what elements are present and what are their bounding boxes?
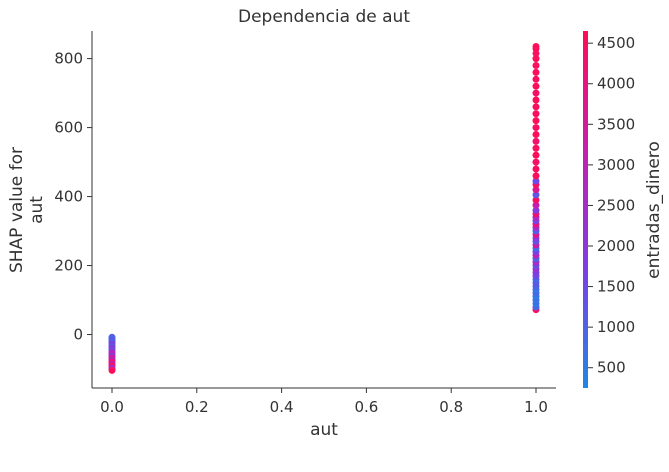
data-point [532, 186, 540, 194]
data-point [532, 172, 540, 180]
scatter-points [108, 43, 540, 374]
data-point [532, 82, 540, 90]
x-tick-label: 0.6 [354, 398, 378, 416]
data-point [532, 103, 540, 111]
data-point [532, 144, 540, 152]
colorbar-gradient [583, 31, 588, 388]
data-point [532, 137, 540, 145]
data-point [532, 191, 540, 199]
colorbar-label: entradas_dinero [644, 141, 664, 279]
data-point [532, 68, 540, 76]
data-point [532, 206, 540, 214]
y-tick-label: 200 [54, 257, 83, 275]
colorbar-tick-label: 2500 [597, 196, 635, 214]
data-point [532, 89, 540, 97]
y-axis-title-line1: SHAP value for [7, 147, 27, 273]
data-point [532, 177, 540, 185]
x-tick-label: 0.0 [100, 398, 124, 416]
data-point [532, 201, 540, 209]
x-axis: 0.0 0.2 0.4 0.6 0.8 1.0 [92, 387, 556, 416]
chart-title: Dependencia de aut [238, 7, 410, 27]
colorbar-tick-label: 2000 [597, 237, 635, 255]
colorbar-tick-label: 1000 [597, 318, 635, 336]
colorbar-tick-label: 500 [597, 359, 626, 377]
x-tick-label: 0.8 [439, 398, 463, 416]
data-point [532, 151, 540, 159]
data-point [532, 96, 540, 104]
colorbar-tick-label: 3000 [597, 156, 635, 174]
x-tick-label: 1.0 [524, 398, 548, 416]
y-axis-title: SHAP value for aut [7, 147, 47, 273]
colorbar-tick-label: 3500 [597, 115, 635, 133]
data-point [532, 110, 540, 118]
y-axis-title-line2: aut [27, 196, 47, 224]
data-point [532, 117, 540, 125]
data-point [532, 43, 540, 51]
data-point [532, 61, 540, 69]
data-point [108, 366, 116, 374]
colorbar: 500 1000 1500 2000 2500 3000 3500 4000 4500 entr… [583, 31, 664, 388]
data-point [532, 75, 540, 83]
data-point [532, 55, 540, 63]
y-tick-label: 400 [54, 188, 83, 206]
data-point [532, 165, 540, 173]
y-tick-label: 600 [54, 119, 83, 137]
data-point [532, 196, 540, 204]
x-axis-title: aut [310, 420, 338, 440]
x-tick-label: 0.2 [185, 398, 209, 416]
data-point [532, 130, 540, 138]
y-axis: 0 200 400 600 800 [54, 31, 93, 388]
y-tick-label: 0 [73, 326, 83, 344]
data-point [532, 158, 540, 166]
data-point [532, 124, 540, 132]
x-tick-label: 0.4 [270, 398, 294, 416]
colorbar-tick-label: 4500 [597, 34, 635, 52]
y-tick-label: 800 [54, 50, 83, 68]
colorbar-tick-label: 4000 [597, 75, 635, 93]
colorbar-tick-label: 1500 [597, 278, 635, 296]
